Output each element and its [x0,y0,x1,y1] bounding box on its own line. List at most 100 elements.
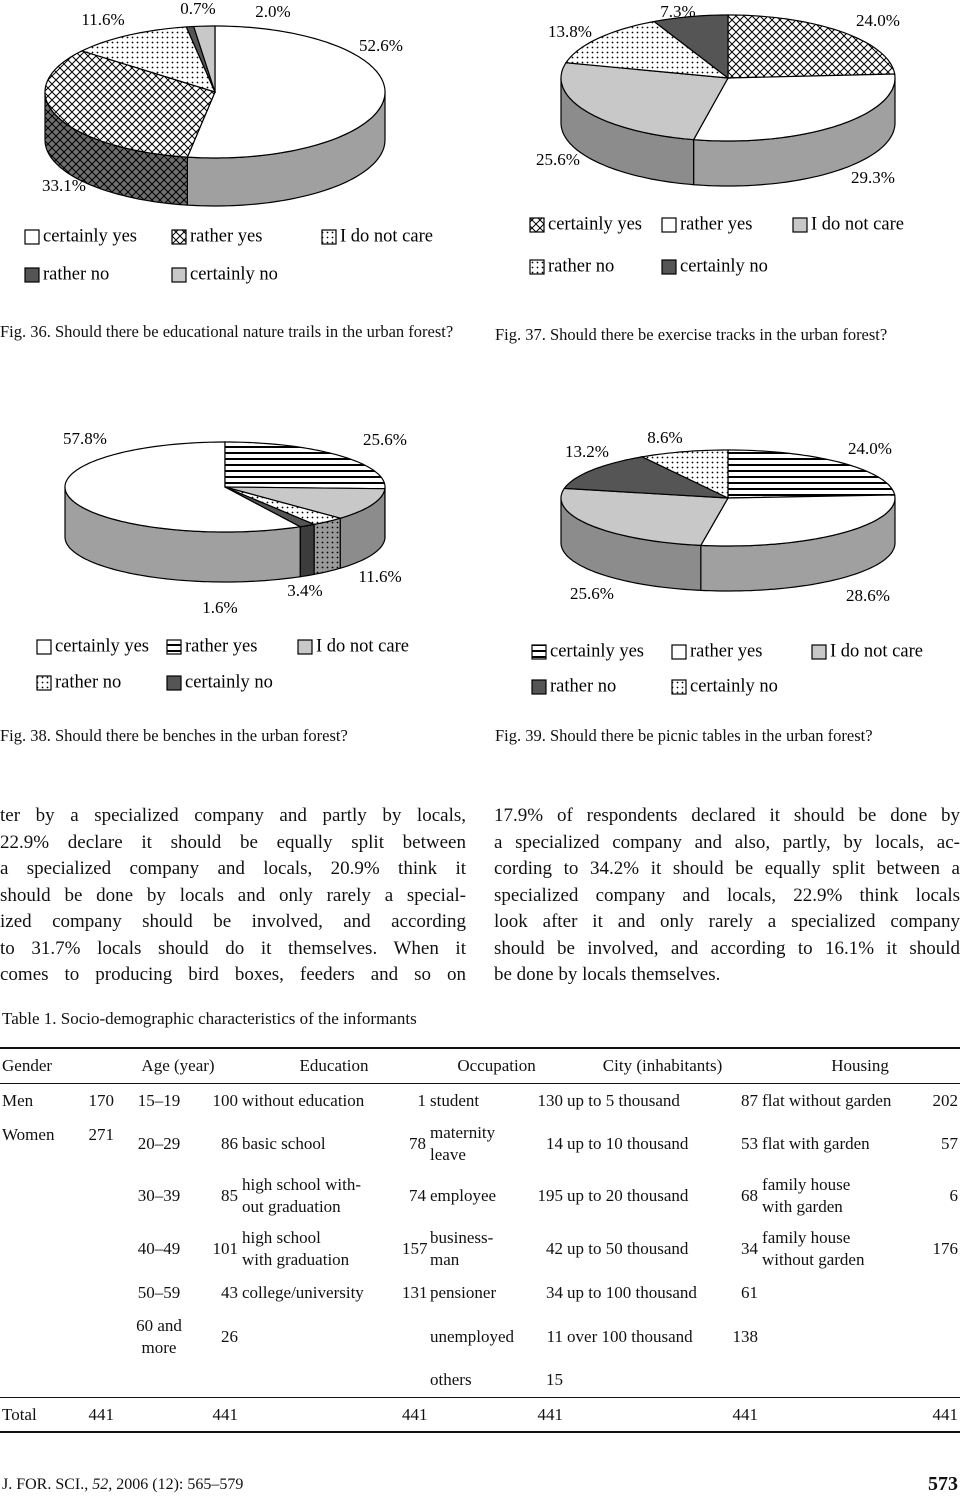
legend-label: rather yes [185,636,257,656]
table-cell: 40–49 [137,1239,181,1258]
legend-label: rather yes [680,214,752,234]
legend-label: I do not care [811,214,904,234]
column-header: Age (year) [116,1047,240,1084]
legend-swatch [24,267,40,283]
table-cell [760,1276,920,1310]
table-row: others 15 [0,1364,960,1398]
table-cell [202,1364,240,1398]
column-header: City (inhabitants) [565,1047,761,1084]
legend-swatch [671,644,687,660]
table-cell: 34 [741,1239,759,1258]
legend-swatch [166,675,182,691]
table-cell [920,1310,960,1364]
table-cell: others [430,1370,472,1390]
table-cell [760,1364,920,1398]
table-cell: 60 and more [136,1315,182,1357]
pie-slice [560,62,729,141]
data-label: 1.6% [202,598,237,617]
table-cell: 202 [932,1090,959,1110]
table-cell: Total [0,1397,76,1433]
data-label: 11.6% [81,10,124,29]
text-line: ized company should be involved, and acc… [0,911,466,932]
legend-swatch [171,267,187,283]
pie-slice [192,25,216,93]
total-row: Total 441 441 441 441 441 441 [0,1397,960,1433]
data-label: 24.0% [856,11,900,30]
pie-slice [563,456,729,499]
legend-label: rather yes [690,641,762,661]
legend-swatch [166,639,182,655]
table-cell: 68 [741,1186,759,1205]
legend-label: certainly yes [55,636,149,656]
table-cell [0,1170,76,1223]
legend-swatch [529,259,545,275]
table-cell: 14 [546,1133,564,1153]
data-label: 29.3% [851,168,895,187]
table-cell: up to 5 thousand [567,1090,680,1110]
legend-label: rather no [43,264,109,284]
table-cell: 15 [546,1370,564,1390]
table-cell: 271 [88,1124,115,1144]
pie-slice [64,441,303,533]
table-caption: Table 1. Socio-demographic characteristi… [2,1009,417,1028]
data-label: 3.4% [287,581,322,600]
legend-label: rather no [548,256,614,276]
table-cell: 34 [546,1282,564,1302]
table-cell: student [430,1090,480,1110]
table-cell: 57 [941,1133,959,1153]
legend-label: certainly yes [550,641,644,661]
text-column: ter by a specialized company and partly … [0,803,466,989]
table-cell: 20–29 [137,1133,181,1153]
text-line: 22.9% declare it should be equally split… [0,831,466,853]
legend-label: certainly yes [548,214,642,234]
table-cell: high school with- out graduation [242,1175,361,1216]
text-line: 17.9% of respondents declared it should … [494,805,960,826]
table-cell [0,1364,76,1398]
figure-caption: Fig. 37. Should there be exercise tracks… [495,325,888,344]
data-label: 52.6% [359,36,403,55]
table-cell [240,1310,400,1364]
table-cell [0,1310,76,1364]
pie-slice [692,73,896,142]
data-label: 2.0% [255,2,290,21]
text-line: specialized company and locals, 22.9% th… [494,884,960,906]
column-header: Occupation [428,1047,566,1084]
table-cell: up to 100 thousand [567,1282,697,1302]
table-cell: up to 50 thousand [567,1239,689,1258]
data-label: 13.8% [548,22,592,41]
legend-swatch [661,217,677,233]
table-cell [76,1223,116,1276]
table-cell: 30–39 [137,1186,181,1205]
pie-slice [44,50,216,158]
pie-slice [80,26,217,93]
table-cell: 61 [741,1282,759,1302]
table: Gender Age (year) Education Occupation City … [0,1047,960,1433]
pie-slice [640,449,729,499]
table-cell [565,1364,725,1398]
table-cell: 87 [741,1090,759,1110]
table-cell [0,1276,76,1310]
table-cell [400,1364,428,1398]
table-cell: maternity leave [430,1122,496,1164]
text-column: 17.9% of respondents declared it should … [494,803,960,989]
data-label: 7.3% [660,2,695,21]
pie-slice [224,486,317,528]
page-number: 573 [928,1473,958,1495]
table-row: Men 170 15–19 100 without education 1 student 1… [0,1084,960,1118]
pie-slice [560,487,730,547]
table-cell: 157 [402,1239,428,1258]
table-cell [76,1364,116,1398]
table-cell: 195 [537,1186,564,1205]
table-cell: unemployed [430,1326,515,1346]
table-cell [116,1397,202,1433]
legend-swatch [321,229,337,245]
table-cell: 15–19 [137,1090,181,1110]
table-cell: 53 [741,1133,759,1153]
table-cell: 85 [221,1186,238,1205]
legend-label: certainly no [185,672,273,692]
column-header: Housing [760,1047,960,1084]
pie-slice [564,20,731,79]
table-cell [76,1170,116,1223]
table-cell: high school with graduation [242,1228,350,1269]
